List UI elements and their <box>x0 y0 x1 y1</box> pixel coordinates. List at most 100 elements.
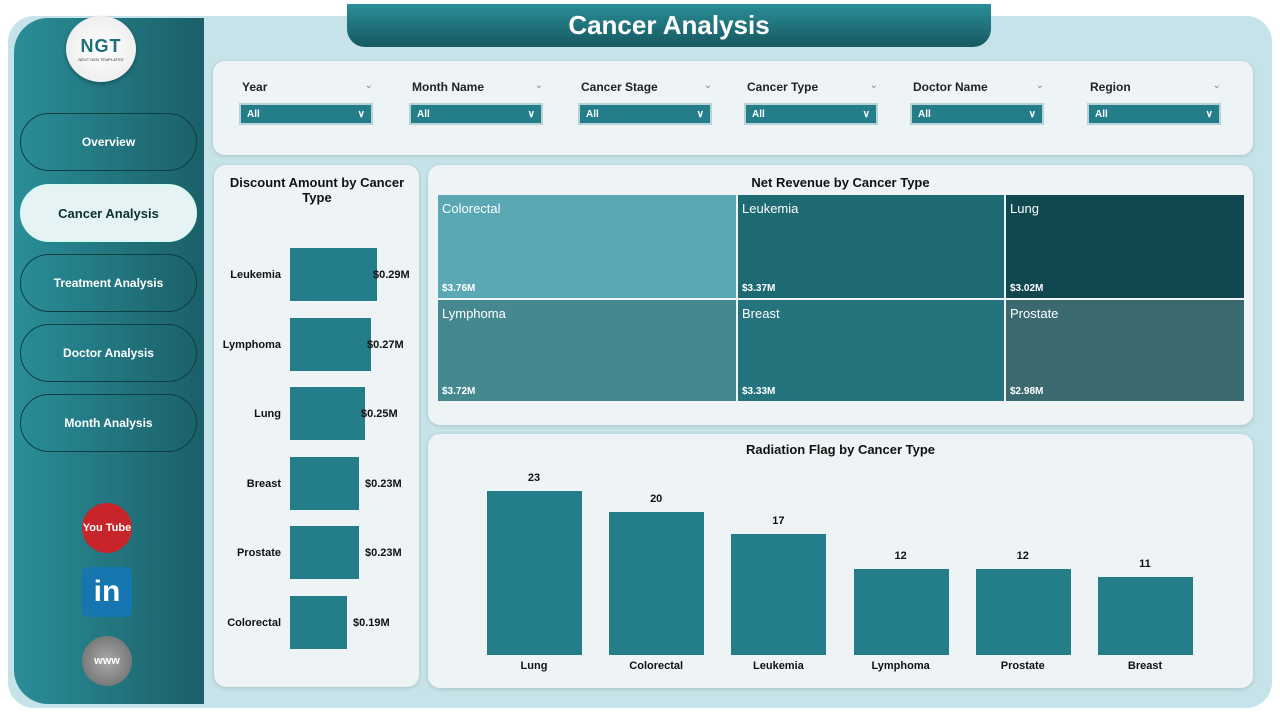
ngt-logo: NGT NEXT GEN TEMPLATES <box>66 16 136 82</box>
dropdown-value: All <box>752 108 765 120</box>
treemap-tile-value: $3.02M <box>1010 283 1044 294</box>
bar-category-label: Lymphoma <box>871 660 930 672</box>
dropdown-value: All <box>417 108 430 120</box>
bar-value-label: 17 <box>772 514 785 527</box>
treemap-tile-label: Prostate <box>1010 306 1059 321</box>
treemap-tile-value: $2.98M <box>1010 386 1044 397</box>
treemap-tile[interactable]: Leukemia $3.37M <box>738 195 1004 298</box>
treemap-tile-label: Leukemia <box>742 201 799 216</box>
chevron-down-icon[interactable]: ⌄ <box>1035 80 1044 91</box>
chevron-down-icon[interactable]: ⌄ <box>1212 80 1221 91</box>
radiation-bar[interactable] <box>731 533 827 655</box>
filter-dropdown[interactable]: All ∨ <box>1087 103 1221 125</box>
treemap-tile-value: $3.37M <box>742 283 776 294</box>
filter-label: Doctor Name ⌄ <box>910 80 1044 100</box>
filter-dropdown[interactable]: All ∨ <box>239 103 373 125</box>
discount-bar[interactable] <box>290 248 377 301</box>
nav-overview[interactable]: Overview <box>20 113 197 171</box>
filter-label-text: Region <box>1090 80 1131 94</box>
radiation-bar[interactable] <box>487 491 582 655</box>
filter-label: Region ⌄ <box>1087 80 1221 100</box>
discount-bar[interactable] <box>290 526 359 579</box>
filter-doctor-name: Doctor Name ⌄ All ∨ <box>910 80 1044 125</box>
bar-category-label: Lung <box>254 408 281 420</box>
nav-month-analysis[interactable]: Month Analysis <box>20 394 197 452</box>
bar-category-label: Leukemia <box>230 269 281 281</box>
bar-category-label: Lung <box>520 660 548 672</box>
bar-value-label: 23 <box>527 472 541 484</box>
website-icon[interactable]: www <box>82 636 132 686</box>
discount-bar[interactable] <box>290 387 365 440</box>
bar-value-label: 12 <box>1016 550 1029 563</box>
chevron-down-icon: ∨ <box>1028 108 1036 120</box>
dropdown-value: All <box>586 108 599 120</box>
filter-cancer-stage: Cancer Stage ⌄ All ∨ <box>578 80 712 125</box>
bar-category-label: Colorectal <box>227 616 281 629</box>
treemap-tile[interactable]: Lung $3.02M <box>1006 195 1244 298</box>
bar-category-label: Lymphoma <box>222 338 281 351</box>
bar-value-label: $0.25M <box>361 408 398 420</box>
filter-label-text: Month Name <box>412 80 484 94</box>
bar-value-label: $0.23M <box>365 477 402 490</box>
filter-label-text: Year <box>242 80 268 94</box>
filter-label-text: Cancer Stage <box>581 80 658 94</box>
chevron-down-icon[interactable]: ⌄ <box>703 80 712 91</box>
chevron-down-icon: ∨ <box>696 108 704 120</box>
chevron-down-icon: ∨ <box>357 108 365 120</box>
filter-dropdown[interactable]: All ∨ <box>744 103 878 125</box>
chevron-down-icon[interactable]: ⌄ <box>534 80 543 91</box>
bar-category-label: Colorectal <box>629 660 684 672</box>
nav-doctor-analysis[interactable]: Doctor Analysis <box>20 324 197 382</box>
linkedin-icon[interactable]: in <box>82 567 132 617</box>
treemap-tile[interactable]: Lymphoma $3.72M <box>438 300 736 401</box>
filter-year: Year ⌄ All ∨ <box>239 80 373 125</box>
bar-value-label: 12 <box>894 550 907 563</box>
chevron-down-icon[interactable]: ⌄ <box>364 80 373 91</box>
filter-label: Cancer Stage ⌄ <box>578 80 712 100</box>
chevron-down-icon: ∨ <box>527 108 535 120</box>
filter-region: Region ⌄ All ∨ <box>1087 80 1221 125</box>
bar-category-label: Prostate <box>236 547 281 559</box>
discount-chart-title: Discount Amount by Cancer Type <box>229 175 405 205</box>
radiation-bar[interactable] <box>1098 576 1193 655</box>
radiation-chart-title: Radiation Flag by Cancer Type <box>745 442 936 457</box>
nav-treatment-analysis[interactable]: Treatment Analysis <box>20 254 197 312</box>
bar-category-label: Breast <box>1127 660 1163 672</box>
treemap-tile[interactable]: Breast $3.33M <box>738 300 1004 401</box>
filter-month-name: Month Name ⌄ All ∨ <box>409 80 543 125</box>
discount-bar[interactable] <box>290 456 359 510</box>
bar-value-label: $0.29M <box>373 269 410 281</box>
bar-value-label: $0.23M <box>365 547 402 559</box>
bar-value-label: $0.27M <box>367 338 404 351</box>
filter-cancer-type: Cancer Type ⌄ All ∨ <box>744 80 878 125</box>
discount-bar[interactable] <box>290 317 371 371</box>
treemap-tile-value: $3.33M <box>742 386 776 397</box>
filter-dropdown[interactable]: All ∨ <box>578 103 712 125</box>
filter-label: Month Name ⌄ <box>409 80 543 100</box>
treemap-tile-label: Lung <box>1010 201 1039 216</box>
radiation-bar[interactable] <box>975 569 1071 655</box>
revenue-treemap-title: Net Revenue by Cancer Type <box>751 175 930 190</box>
treemap-tile-label: Breast <box>742 306 780 321</box>
filter-dropdown[interactable]: All ∨ <box>409 103 543 125</box>
filter-label: Cancer Type ⌄ <box>744 80 878 100</box>
treemap-tile-value: $3.76M <box>442 283 476 294</box>
treemap-tile-label: Lymphoma <box>442 306 506 321</box>
dropdown-value: All <box>247 108 260 120</box>
youtube-icon[interactable]: You Tube <box>82 503 132 553</box>
filter-label-text: Doctor Name <box>913 80 988 94</box>
chevron-down-icon[interactable]: ⌄ <box>869 80 878 91</box>
radiation-bar[interactable] <box>609 512 705 655</box>
treemap-tile[interactable]: Prostate $2.98M <box>1006 300 1244 401</box>
page-title: Cancer Analysis <box>347 4 991 47</box>
radiation-bar[interactable] <box>853 569 949 655</box>
discount-bar[interactable] <box>290 595 347 649</box>
bar-value-label: $0.19M <box>353 616 390 629</box>
filter-panel <box>213 61 1253 155</box>
nav-cancer-analysis[interactable]: Cancer Analysis <box>20 184 197 242</box>
treemap-tile[interactable]: Colorectal $3.76M <box>438 195 736 298</box>
filter-dropdown[interactable]: All ∨ <box>910 103 1044 125</box>
filter-label-text: Cancer Type <box>747 80 819 94</box>
bar-category-label: Prostate <box>1000 660 1045 672</box>
chevron-down-icon: ∨ <box>1205 108 1213 120</box>
